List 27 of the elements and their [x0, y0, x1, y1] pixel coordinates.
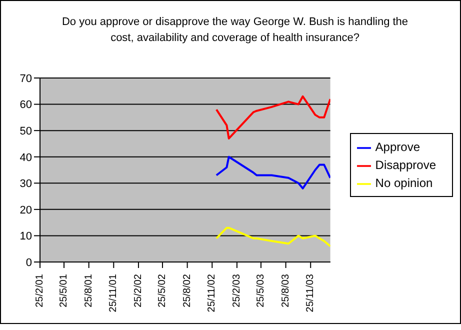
x-tick-label: 25/2/02 [132, 274, 144, 308]
x-tick-label: 25/11/02 [206, 274, 218, 312]
x-tick-label: 25/11/03 [305, 274, 316, 312]
y-tick-label: 40 [20, 152, 32, 164]
x-tick-label: 25/2/03 [231, 274, 242, 308]
x-tick-label: 25/8/02 [182, 274, 193, 308]
x-tick-label: 25/2/01 [34, 274, 46, 308]
legend-label: Disapprove [375, 158, 436, 172]
x-tick-label: 25/5/03 [255, 274, 266, 308]
legend-label: No opinion [375, 176, 433, 190]
chart-title: Do you approve or disapprove the way George W. Bush is handling the cost, availability and coverage of health insurance? [60, 15, 410, 46]
y-tick-label: 10 [20, 230, 32, 243]
x-tick-label: 25/8/01 [83, 274, 94, 308]
x-tick-label: 25/5/02 [156, 274, 168, 308]
x-tick-label: 25/8/03 [280, 274, 292, 308]
y-tick-label: 50 [20, 125, 32, 138]
legend-label: Approve [375, 140, 420, 154]
x-tick-label: 25/5/01 [58, 274, 70, 308]
line-series [215, 156, 330, 190]
x-tick-label: 25/11/01 [108, 274, 120, 312]
y-tick-label: 20 [20, 204, 32, 216]
y-tick-label: 70 [20, 72, 32, 85]
line-series [215, 95, 330, 140]
y-tick-label: 60 [20, 99, 32, 112]
y-tick-label: 30 [20, 178, 32, 190]
line-series [215, 226, 330, 248]
y-tick-label: 0 [26, 256, 32, 269]
